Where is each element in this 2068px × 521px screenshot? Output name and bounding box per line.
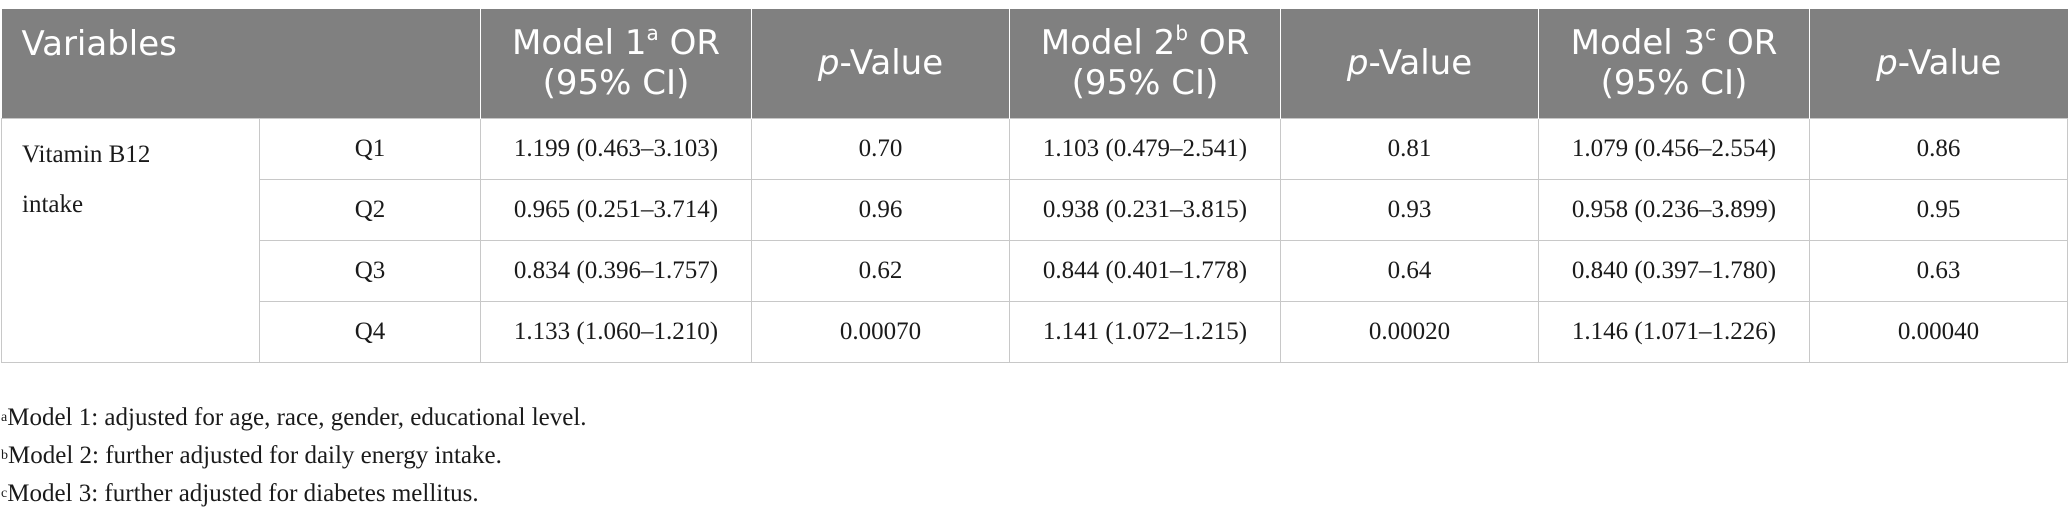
model3-or-cell: 1.146 (1.071–1.226) xyxy=(1538,300,1810,363)
model2-p-cell: 0.93 xyxy=(1280,178,1539,241)
model3-or-cell: 0.840 (0.397–1.780) xyxy=(1538,239,1810,302)
header-model3-pvalue: p-Value xyxy=(1809,9,2068,118)
quartile-cell: Q3 xyxy=(259,239,481,302)
table-header-row: Variables Model 1a OR (95% CI) p-Value Mo… xyxy=(1,9,2068,118)
model1-or-cell: 0.965 (0.251–3.714) xyxy=(480,178,752,241)
model1-p-cell: 0.96 xyxy=(751,178,1010,241)
header-model1-or: Model 1a OR (95% CI) xyxy=(480,9,752,118)
model2-p-cell: 0.81 xyxy=(1280,117,1539,180)
table-footnotes: aModel 1: adjusted for age, race, gender… xyxy=(1,399,587,513)
model2-p-cell: 0.64 xyxy=(1280,239,1539,302)
model1-or-cell: 1.133 (1.060–1.210) xyxy=(480,300,752,363)
model2-or-cell: 0.938 (0.231–3.815) xyxy=(1009,178,1281,241)
table-row: Q4 1.133 (1.060–1.210) 0.00070 1.141 (1.… xyxy=(2,300,2068,363)
model1-p-cell: 0.62 xyxy=(751,239,1010,302)
quartile-cell: Q4 xyxy=(259,300,481,363)
model3-p-cell: 0.00040 xyxy=(1809,300,2068,363)
table-row: Q2 0.965 (0.251–3.714) 0.96 0.938 (0.231… xyxy=(2,178,2068,241)
model1-or-cell: 0.834 (0.396–1.757) xyxy=(480,239,752,302)
odds-ratio-table: Variables Model 1a OR (95% CI) p-Value Mo… xyxy=(1,9,2068,363)
quartile-cell: Q1 xyxy=(259,117,481,180)
model2-or-cell: 0.844 (0.401–1.778) xyxy=(1009,239,1281,302)
header-model1-pvalue: p-Value xyxy=(751,9,1010,118)
model3-p-cell: 0.95 xyxy=(1809,178,2068,241)
model2-or-cell: 1.141 (1.072–1.215) xyxy=(1009,300,1281,363)
header-model2-or: Model 2b OR (95% CI) xyxy=(1009,9,1281,118)
footnote-b: bModel 2: further adjusted for daily ene… xyxy=(1,442,502,469)
model1-p-cell: 0.70 xyxy=(751,117,1010,180)
model2-or-cell: 1.103 (0.479–2.541) xyxy=(1009,117,1281,180)
results-table-container: Variables Model 1a OR (95% CI) p-Value Mo… xyxy=(1,9,2068,363)
model3-p-cell: 0.86 xyxy=(1809,117,2068,180)
footnote-a: aModel 1: adjusted for age, race, gender… xyxy=(1,404,587,431)
model1-or-cell: 1.199 (0.463–3.103) xyxy=(480,117,752,180)
model3-p-cell: 0.63 xyxy=(1809,239,2068,302)
footnote-c: cModel 3: further adjusted for diabetes … xyxy=(1,480,479,507)
model1-p-cell: 0.00070 xyxy=(751,300,1010,363)
header-model3-or: Model 3c OR (95% CI) xyxy=(1538,9,1810,118)
model2-p-cell: 0.00020 xyxy=(1280,300,1539,363)
variable-label: Vitamin B12 intake xyxy=(1,117,260,363)
header-variables: Variables xyxy=(1,9,481,118)
table-row: Q3 0.834 (0.396–1.757) 0.62 0.844 (0.401… xyxy=(2,239,2068,302)
table-row: Vitamin B12 intake Q1 1.199 (0.463–3.103)… xyxy=(1,117,2068,363)
model3-or-cell: 0.958 (0.236–3.899) xyxy=(1538,178,1810,241)
header-model2-pvalue: p-Value xyxy=(1280,9,1539,118)
quartile-cell: Q2 xyxy=(259,178,481,241)
model3-or-cell: 1.079 (0.456–2.554) xyxy=(1538,117,1810,180)
